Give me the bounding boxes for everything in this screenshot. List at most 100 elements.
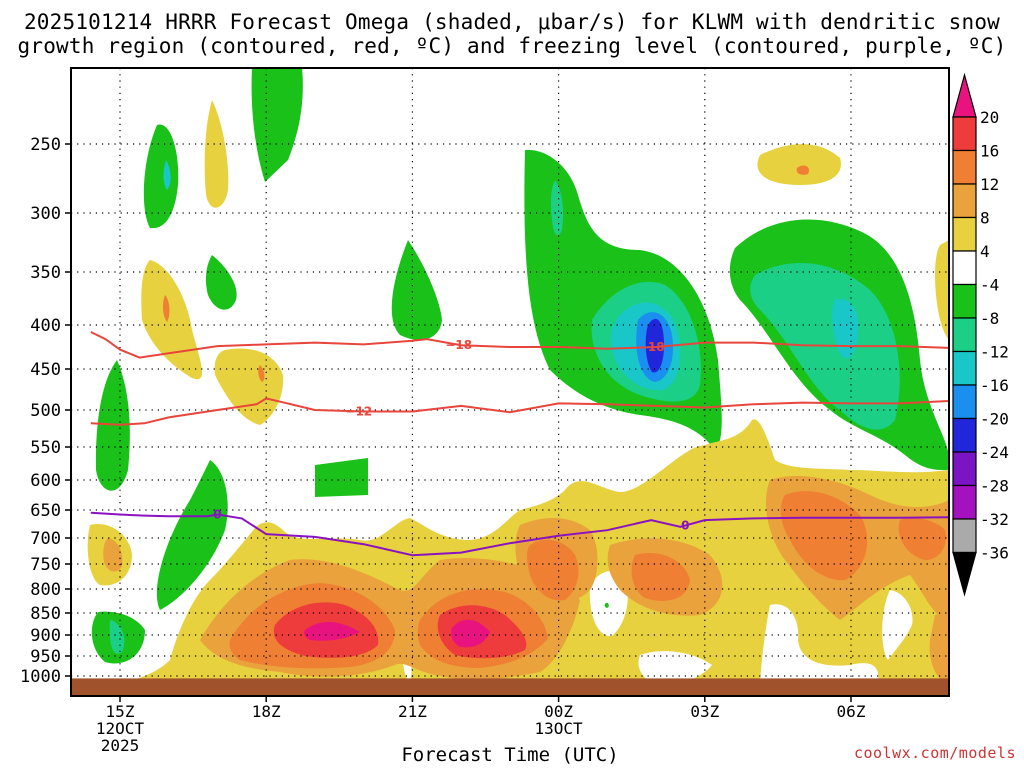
colorbar-segment — [952, 484, 977, 520]
colorbar-label: -32 — [980, 510, 1009, 529]
omega-upward-region — [163, 160, 171, 190]
contour-label: −12 — [345, 404, 372, 418]
omega-downward-region — [214, 348, 284, 425]
x-tick-label: 18Z — [252, 702, 281, 721]
omega-downward-region — [451, 619, 490, 648]
colorbar-segment — [952, 283, 977, 319]
colorbar-label: -36 — [980, 544, 1009, 563]
colorbar-label: 8 — [980, 209, 990, 228]
omega-upward-region — [391, 240, 442, 340]
colorbar-label: -12 — [980, 343, 1009, 362]
y-tick-label: 400 — [30, 316, 61, 336]
colorbar-label: 12 — [980, 175, 999, 194]
colorbar-cap — [952, 551, 977, 597]
omega-downward-region — [141, 260, 203, 380]
plot-frame — [70, 67, 950, 697]
omega-upward-region — [551, 180, 564, 236]
omega-downward-region — [204, 100, 229, 208]
y-tick-label: 950 — [30, 647, 61, 667]
chart-title-line-1: 2025101214 HRRR Forecast Omega (shaded, … — [23, 10, 1001, 34]
x-tick-label: 15Z — [106, 702, 135, 721]
colorbar-label: -20 — [980, 410, 1009, 429]
x-axis-title: Forecast Time (UTC) — [401, 744, 619, 766]
y-tick-label: 750 — [30, 555, 61, 575]
colorbar-segment — [952, 149, 977, 185]
colorbar-segment — [952, 216, 977, 252]
x-tick-sublabel: 13OCT — [535, 719, 584, 738]
colorbar-label: -16 — [980, 376, 1009, 395]
colorbar-segment — [952, 518, 977, 554]
omega-upward-region — [143, 124, 179, 229]
contour-label: 0 — [213, 507, 221, 521]
colorbar: 20 16 12 8 4 -4 -8 -12 -16 -20 -24 -28 -32 -36 — [952, 72, 1009, 597]
y-tick-label: 850 — [30, 604, 61, 624]
contour-line — [90, 397, 949, 426]
colorbar-label: 4 — [980, 242, 990, 261]
x-tick-label: 21Z — [398, 702, 427, 721]
omega-neutral-gap — [760, 604, 879, 690]
colorbar-segment — [952, 317, 977, 353]
y-tick-label: 800 — [30, 580, 61, 600]
omega-upward-region — [604, 602, 609, 608]
colorbar-segment — [952, 350, 977, 386]
contour-label: −18 — [445, 338, 472, 352]
grid — [71, 68, 949, 696]
omega-downward-region — [780, 491, 868, 581]
colorbar-segment — [952, 183, 977, 219]
omega-downward-region — [527, 539, 579, 601]
omega-downward-region — [796, 165, 809, 175]
y-tick-label: 450 — [30, 360, 61, 380]
colorbar-label: -28 — [980, 477, 1009, 496]
colorbar-label: -8 — [980, 309, 999, 328]
x-tick-sublabel: 12OCT — [96, 719, 145, 738]
contour-label: −18 — [638, 340, 665, 354]
colorbar-label: 20 — [980, 108, 999, 127]
omega-neutral-gap — [638, 651, 712, 685]
colorbar-cap — [952, 72, 977, 118]
y-tick-label: 300 — [30, 204, 61, 224]
y-tick-label: 1000 — [20, 667, 61, 687]
x-tick-label: 06Z — [837, 702, 866, 721]
y-tick-label: 500 — [30, 401, 61, 421]
omega-upward-region — [645, 318, 664, 373]
colorbar-segment — [952, 384, 977, 420]
omega-downward-region — [162, 295, 170, 322]
omega-downward-region — [929, 612, 949, 685]
omega-downward-region — [898, 518, 946, 560]
omega-downward-region — [757, 144, 841, 185]
y-axis: 2503003504004505005506006507007508008509… — [20, 135, 71, 687]
y-tick-label: 350 — [30, 263, 61, 283]
colorbar-segment — [952, 451, 977, 487]
contour-line — [90, 331, 949, 359]
omega-neutral-gap — [882, 590, 913, 660]
y-tick-label: 900 — [30, 626, 61, 646]
contour-label: 0 — [681, 518, 689, 532]
colorbar-label: -24 — [980, 443, 1009, 462]
omega-upward-region — [251, 68, 303, 182]
y-tick-label: 250 — [30, 135, 61, 155]
contour-line — [90, 511, 949, 557]
omega-downward-region — [103, 538, 123, 572]
y-tick-label: 700 — [30, 529, 61, 549]
y-tick-label: 650 — [30, 501, 61, 521]
colorbar-segment — [952, 116, 977, 152]
x-tick-label: 03Z — [690, 702, 719, 721]
credit-text: coolwx.com/models — [853, 744, 1016, 762]
omega-upward-region — [156, 460, 228, 610]
contour-lines: −18 −18 −12 0 0 — [90, 331, 949, 557]
omega-downward-region — [935, 240, 949, 340]
omega-upward-region — [109, 620, 125, 654]
x-tick-sublabel: 2025 — [101, 736, 140, 755]
colorbar-segment — [952, 417, 977, 453]
chart-title-line-2: growth region (contoured, red, ºC) and f… — [17, 34, 1007, 58]
ground-surface — [71, 678, 949, 696]
omega-downward-region — [304, 621, 360, 641]
omega-upward-region — [315, 458, 368, 497]
omega-downward-region — [258, 365, 265, 382]
omega-downward-region — [631, 552, 690, 601]
omega-upward-region — [205, 255, 237, 310]
y-tick-label: 600 — [30, 471, 61, 491]
omega-shading — [71, 68, 949, 696]
